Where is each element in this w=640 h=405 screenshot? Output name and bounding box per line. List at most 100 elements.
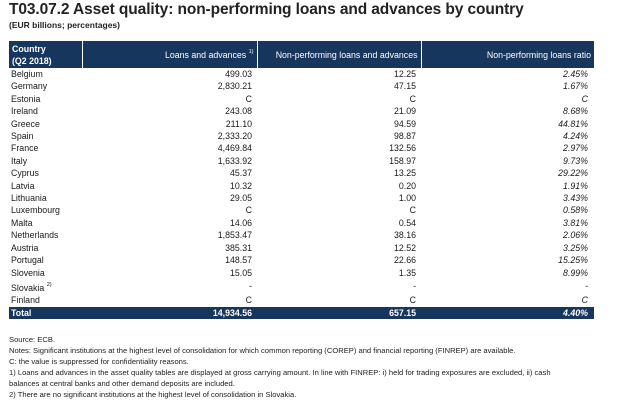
country-name: Luxembourg [11, 205, 60, 216]
country-cell: Slovenia [9, 267, 82, 279]
country-cell: Cyprus [9, 167, 82, 179]
country-name: Spain [11, 131, 34, 142]
ratio-cell: - [585, 281, 588, 292]
country-name: Latvia [11, 180, 35, 191]
country-name: Finland [11, 295, 40, 306]
npl-cell: 158.97 [389, 155, 416, 166]
table-row: France 4,469.84 132.56 2.97% [9, 142, 594, 154]
table-row: Slovenia 15.05 1.35 8.99% [9, 267, 594, 279]
footnote-marker: 1) [248, 49, 254, 55]
table-row: Italy 1,633.92 158.97 9.73% [9, 155, 594, 167]
ratio-cell: 29.22% [558, 168, 588, 179]
header-loans-label: Loans and advances [164, 50, 247, 60]
country-name: Portugal [11, 255, 44, 266]
table-row: Lithuania 29.05 1.00 3.43% [9, 192, 594, 204]
table-row: Greece 211.10 94.59 44.81% [9, 118, 594, 130]
ratio-cell: 8.99% [563, 267, 588, 278]
npl-cell: 12.25 [393, 69, 416, 79]
npl-cell: C [409, 93, 416, 104]
loans-cell: 2,333.20 [217, 131, 252, 142]
npl-cell: 94.59 [393, 118, 416, 129]
ratio-cell: 8.68% [563, 106, 588, 117]
loans-cell: 10.32 [229, 180, 252, 191]
npl-cell: 1.00 [398, 193, 416, 204]
table-row: Finland C C C [9, 294, 594, 306]
country-cell: France [9, 142, 82, 154]
loans-cell: - [249, 281, 252, 292]
country-cell: Germany [9, 80, 82, 92]
header-country-period: (Q2 2018) [12, 55, 52, 66]
table-row: Latvia 10.32 0.20 1.91% [9, 180, 594, 192]
ratio-cell: 2.06% [563, 230, 588, 241]
country-cell: Lithuania [9, 192, 82, 204]
country-name: Malta [11, 217, 33, 228]
npl-cell: 21.09 [393, 106, 416, 117]
total-ratio: 4.40% [421, 306, 594, 319]
ratio-cell: 0.58% [563, 205, 588, 216]
confidentiality-note: C: the value is suppressed for confident… [9, 357, 189, 366]
country-cell: Austria [9, 242, 82, 254]
country-name: Estonia [11, 93, 41, 104]
loans-cell: 15.05 [229, 267, 252, 278]
table-row: Netherlands 1,853.47 38.16 2.06% [9, 229, 594, 241]
loans-cell: 243.08 [225, 106, 252, 117]
npl-cell: 38.16 [393, 230, 416, 241]
country-cell: Greece [9, 118, 82, 130]
npl-cell: 13.25 [393, 168, 416, 179]
npl-cell: 132.56 [389, 143, 416, 154]
ratio-cell: 2.45% [563, 69, 588, 79]
npl-cell: 1.35 [398, 267, 416, 278]
country-cell: Finland [9, 294, 82, 306]
country-name: Lithuania [11, 193, 47, 204]
ratio-cell: 1.67% [563, 81, 588, 92]
table-row: Belgium 499.03 12.25 2.45% [9, 68, 594, 80]
footnotes: Source: ECB. Notes: Significant institut… [9, 334, 629, 400]
table-body: Belgium 499.03 12.25 2.45% Germany 2,830.21 47… [9, 68, 594, 319]
table-row: Portugal 148.57 22.66 15.25% [9, 254, 594, 266]
ratio-cell: 44.81% [558, 118, 588, 129]
loans-cell: C [245, 93, 252, 104]
ratio-cell: 3.25% [563, 242, 588, 253]
loans-cell: 2,830.21 [217, 81, 252, 92]
loans-cell: 45.37 [229, 168, 252, 179]
npl-table: Country (Q2 2018) Loans and advances 1) … [9, 41, 594, 319]
npl-cell: 47.15 [393, 81, 416, 92]
npl-cell: - [413, 281, 416, 292]
table-row: Malta 14.06 0.54 3.81% [9, 217, 594, 229]
ratio-cell: 9.73% [563, 155, 588, 166]
loans-cell: 1,853.47 [217, 230, 252, 241]
ratio-cell: 3.81% [563, 217, 588, 228]
ratio-cell: 3.43% [563, 193, 588, 204]
loans-cell: 1,633.92 [217, 155, 252, 166]
country-name: Cyprus [11, 168, 39, 179]
country-cell: Slovakia 2) [9, 279, 82, 294]
loans-cell: C [245, 295, 252, 306]
loans-cell: 385.31 [225, 242, 252, 253]
country-name: Slovakia [11, 282, 45, 293]
footnote-2: 2) There are no significant institutions… [9, 390, 297, 399]
ratio-cell: C [581, 295, 588, 306]
country-name: Netherlands [11, 230, 59, 241]
ratio-cell: 4.24% [563, 131, 588, 142]
country-name: Austria [11, 242, 39, 253]
footnote-1: 1) Loans and advances in the asset quali… [9, 368, 551, 377]
loans-cell: 29.05 [229, 193, 252, 204]
country-cell: Netherlands [9, 229, 82, 241]
npl-cell: C [409, 295, 416, 306]
loans-cell: 499.03 [225, 69, 252, 79]
npl-cell: C [409, 205, 416, 216]
header-country-label: Country [12, 43, 46, 54]
loans-cell: C [245, 205, 252, 216]
loans-cell: 14.06 [229, 217, 252, 228]
header-loans: Loans and advances 1) [81, 41, 257, 68]
ratio-cell: 2.97% [563, 143, 588, 154]
total-npl: 657.15 [257, 306, 421, 319]
country-name: Ireland [11, 106, 38, 117]
country-cell: Luxembourg [9, 204, 82, 216]
source-note: Source: ECB. [9, 335, 56, 344]
country-cell: Spain [9, 130, 82, 142]
country-cell: Italy [9, 155, 82, 167]
country-cell: Belgium [9, 68, 82, 80]
country-cell: Malta [9, 217, 82, 229]
general-note: Notes: Significant institutions at the h… [9, 346, 516, 355]
